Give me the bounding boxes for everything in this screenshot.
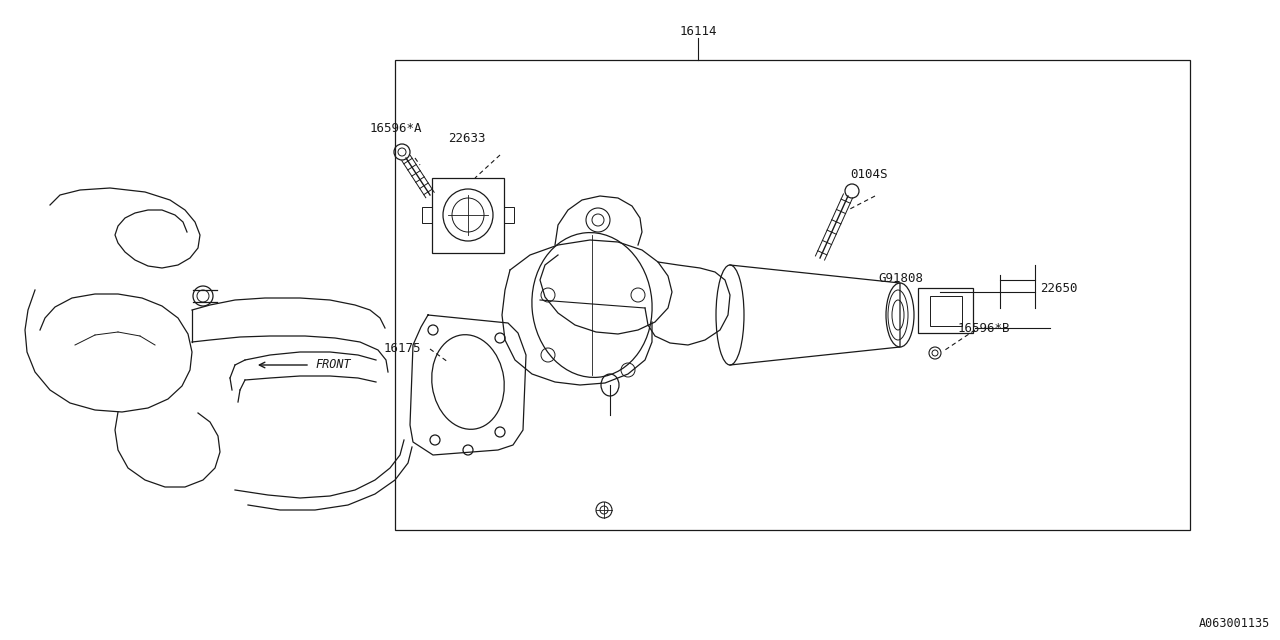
- Bar: [396, 60, 1190, 530]
- Text: 22650: 22650: [1039, 282, 1078, 294]
- Text: 22633: 22633: [448, 131, 485, 145]
- Text: 16596*A: 16596*A: [370, 122, 422, 134]
- Bar: [918, 288, 973, 333]
- Text: FRONT: FRONT: [315, 358, 351, 371]
- Text: 0104S: 0104S: [850, 168, 887, 182]
- Text: 16175: 16175: [384, 342, 421, 355]
- Bar: [422, 207, 433, 223]
- Text: 16596*B: 16596*B: [957, 321, 1010, 335]
- Bar: [931, 296, 963, 326]
- Text: G91808: G91808: [878, 271, 923, 285]
- Text: 16114: 16114: [680, 25, 717, 38]
- Text: A063001135: A063001135: [1199, 617, 1270, 630]
- Bar: [504, 207, 515, 223]
- Bar: [433, 178, 504, 253]
